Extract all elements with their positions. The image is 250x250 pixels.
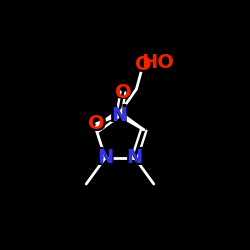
Text: O: O: [113, 80, 133, 104]
Text: O: O: [133, 53, 153, 77]
Text: O: O: [86, 112, 106, 136]
Text: N: N: [97, 148, 114, 167]
Text: HO: HO: [142, 53, 174, 72]
Text: N: N: [126, 148, 143, 167]
Text: N: N: [111, 106, 127, 125]
Text: N: N: [109, 104, 129, 128]
Text: O: O: [135, 55, 151, 74]
Text: N: N: [125, 146, 144, 170]
Text: O: O: [115, 82, 131, 102]
Text: N: N: [96, 146, 115, 170]
Text: HO: HO: [139, 52, 177, 72]
Text: O: O: [88, 114, 105, 133]
